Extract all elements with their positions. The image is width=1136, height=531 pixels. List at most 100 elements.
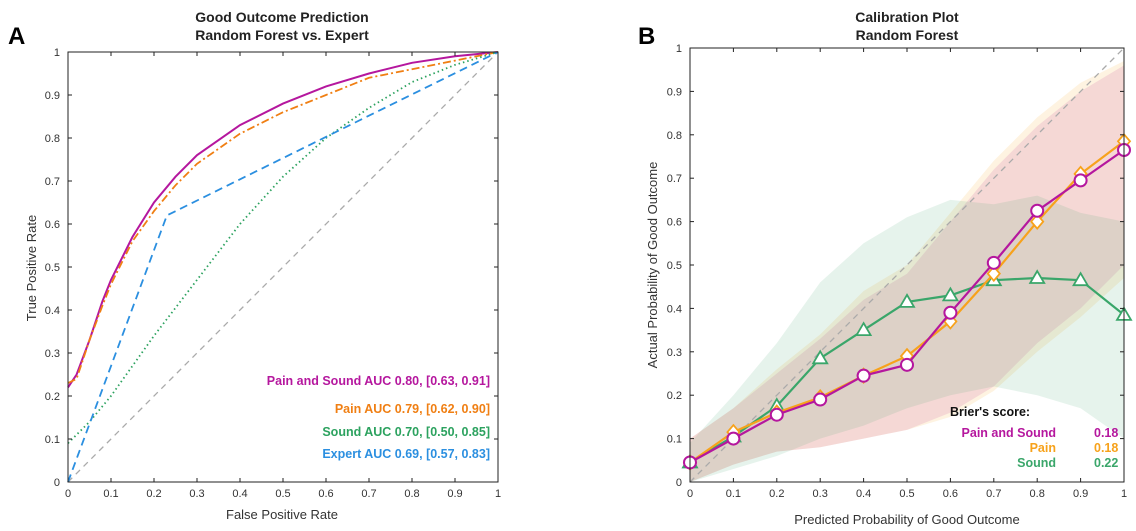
panel-b-y-axis-label: Actual Probability of Good Outcome: [645, 162, 660, 369]
roc-curve-pain-and-sound: [67, 51, 499, 388]
panel-b-title: Calibration Plot: [855, 9, 959, 25]
y-tick-label: 0.8: [45, 133, 60, 145]
x-tick-label: 0.3: [189, 488, 204, 500]
brier-legend-score-sound: 0.22: [1094, 456, 1118, 470]
x-tick-label: 0.1: [103, 488, 118, 500]
brier-legend-name-sound: Sound: [1017, 456, 1056, 470]
x-tick-label: 0.8: [1030, 488, 1045, 500]
y-tick-label: 0.9: [667, 86, 682, 98]
marker-pain-and-sound: [813, 392, 828, 407]
roc-curve-expert: [67, 51, 499, 483]
reference-diagonal-line: [67, 51, 499, 483]
panel-b-legend: Brier's score: Pain and Sound 0.18 Pain 0.1…: [950, 405, 1118, 470]
x-tick-label: 0.5: [899, 488, 914, 500]
x-tick-label: 1: [495, 488, 501, 500]
y-tick-label: 0.4: [45, 305, 60, 317]
x-tick-label: 0.7: [986, 488, 1001, 500]
y-tick-label: 0.7: [667, 173, 682, 185]
marker-sound: [898, 293, 916, 308]
panel-b-letter: B: [638, 23, 655, 50]
reference-diagonal-line: [689, 47, 1125, 483]
y-tick-label: 0.2: [667, 390, 682, 402]
y-tick-label: 0.5: [667, 260, 682, 272]
marker-pain-and-sound: [769, 407, 784, 422]
panel-b-subtitle: Random Forest: [856, 27, 959, 43]
y-tick-label: 0.4: [667, 303, 682, 315]
legend-entry-sound: Sound AUC 0.70, [0.50, 0.85]: [322, 425, 490, 439]
marker-pain-and-sound: [1073, 173, 1088, 188]
marker-pain: [1030, 213, 1045, 230]
y-tick-label: 0.8: [667, 130, 682, 142]
panel-b-legend-title: Brier's score:: [950, 405, 1030, 419]
marker-sound: [1072, 271, 1090, 287]
y-tick-label: 0.5: [45, 262, 60, 274]
marker-pain-and-sound: [856, 368, 871, 383]
brier-legend-name-pain-and-sound: Pain and Sound: [962, 426, 1056, 440]
y-tick-label: 0.2: [45, 391, 60, 403]
y-tick-label: 1: [676, 43, 682, 55]
brier-legend-name-pain: Pain: [1030, 441, 1056, 455]
x-tick-label: 0.3: [813, 488, 828, 500]
confidence-band-pain-and-sound: [690, 65, 1124, 483]
panel-b-x-axis-label: Predicted Probability of Good Outcome: [794, 512, 1019, 527]
y-tick-label: 0: [676, 477, 682, 489]
x-tick-label: 0: [687, 488, 693, 500]
x-tick-label: 0: [65, 488, 71, 500]
x-tick-label: 0.6: [318, 488, 333, 500]
x-tick-label: 0.9: [447, 488, 462, 500]
y-tick-label: 0.6: [45, 219, 60, 231]
y-tick-label: 0.9: [45, 90, 60, 102]
marker-pain-and-sound: [726, 431, 741, 446]
marker-pain-and-sound: [986, 255, 1001, 270]
panel-a-axes: 0 0.1 0.2 0.3 0.4 0.5 0.6 0.7 0.8 0.9 1 0 0.1 0.2 0.3 0…: [45, 47, 501, 500]
brier-legend-score-pain-and-sound: 0.18: [1094, 426, 1118, 440]
x-tick-label: 1: [1121, 488, 1127, 500]
confidence-band-pain: [690, 61, 1124, 482]
y-tick-label: 0.6: [667, 217, 682, 229]
x-tick-label: 0.7: [361, 488, 376, 500]
y-tick-label: 0.3: [667, 347, 682, 359]
roc-curve-pain: [67, 51, 499, 384]
marker-sound: [1028, 269, 1046, 284]
x-tick-label: 0.9: [1073, 488, 1088, 500]
panel-a-subtitle: Random Forest vs. Expert: [195, 27, 369, 43]
x-tick-label: 0.6: [943, 488, 958, 500]
legend-entry-pain: Pain AUC 0.79, [0.62, 0.90]: [335, 402, 490, 416]
marker-pain-and-sound: [1030, 203, 1045, 218]
x-tick-label: 0.4: [856, 488, 871, 500]
panel-a-letter: A: [8, 23, 25, 50]
panel-b-axes: 0 0.1 0.2 0.3 0.4 0.5 0.6 0.7 0.8 0.9 1 0 0.1 0.2 0.3 0…: [667, 43, 1127, 500]
panel-b-calibration-chart: B Calibration Plot Random Forest Predict…: [638, 9, 1133, 527]
panel-a-title: Good Outcome Prediction: [195, 9, 368, 25]
y-tick-label: 1: [54, 47, 60, 59]
y-tick-label: 0.3: [45, 348, 60, 360]
legend-entry-expert: Expert AUC 0.69, [0.57, 0.83]: [322, 447, 490, 461]
panel-a-y-axis-label: True Positive Rate: [24, 215, 39, 321]
panel-a-series-group: [67, 51, 499, 483]
marker-pain: [986, 265, 1001, 283]
y-tick-label: 0.1: [667, 434, 682, 446]
panel-a-legend: Pain and Sound AUC 0.80, [0.63, 0.91] Pai…: [267, 374, 490, 461]
x-tick-label: 0.5: [275, 488, 290, 500]
panel-b-confidence-bands: [690, 61, 1124, 483]
panel-a-reference-line: [67, 51, 499, 483]
marker-pain-and-sound: [900, 357, 914, 372]
marker-pain-and-sound: [943, 305, 958, 320]
y-tick-label: 0: [54, 477, 60, 489]
brier-legend-score-pain: 0.18: [1094, 441, 1118, 455]
x-tick-label: 0.8: [404, 488, 419, 500]
marker-sound: [811, 349, 829, 365]
x-tick-label: 0.4: [232, 488, 247, 500]
marker-sound: [855, 321, 873, 337]
marker-sound: [941, 286, 959, 302]
x-tick-label: 0.2: [769, 488, 784, 500]
x-tick-label: 0.1: [726, 488, 741, 500]
panel-b-series-group: [681, 132, 1133, 471]
panel-b-reference-line: [689, 47, 1125, 483]
y-tick-label: 0.7: [45, 176, 60, 188]
panel-a-x-axis-label: False Positive Rate: [226, 507, 338, 522]
panel-a-roc-chart: A Good Outcome Prediction Random Forest …: [8, 9, 501, 522]
y-tick-label: 0.1: [45, 434, 60, 446]
roc-curve-sound: [67, 51, 499, 444]
